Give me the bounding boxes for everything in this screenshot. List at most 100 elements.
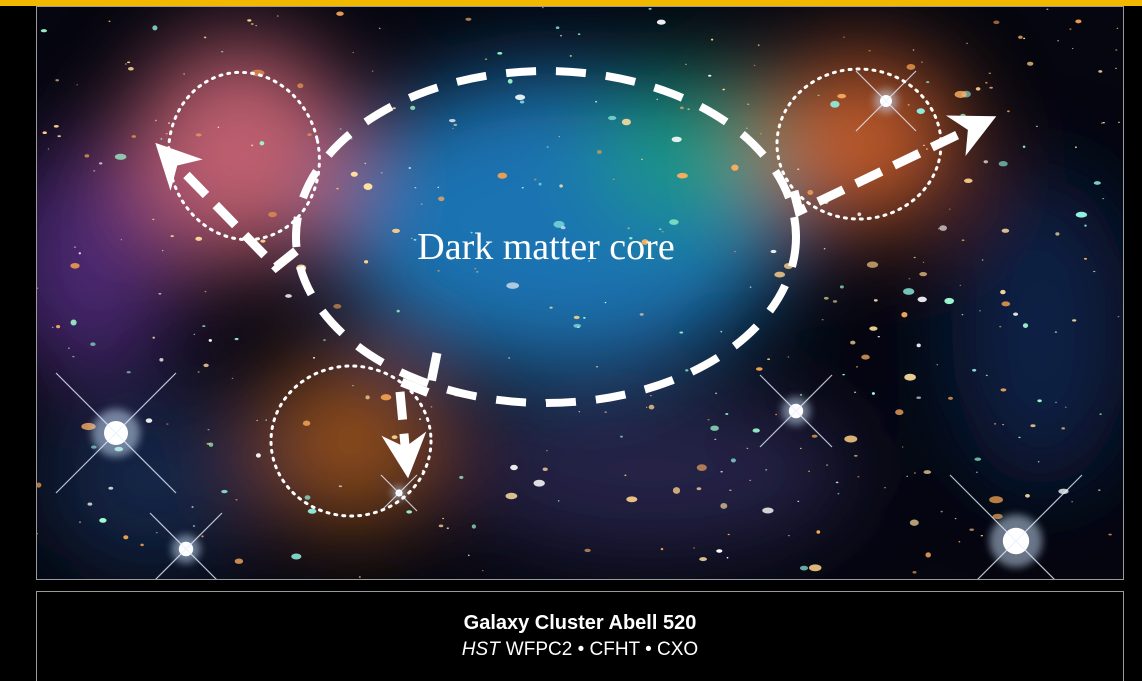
star	[155, 120, 157, 122]
star	[255, 25, 257, 26]
star	[640, 313, 644, 316]
star	[661, 548, 664, 550]
star	[1027, 62, 1033, 66]
star	[1076, 212, 1087, 218]
star	[850, 341, 855, 345]
star	[972, 369, 976, 372]
star	[710, 425, 719, 430]
star	[762, 508, 773, 514]
star	[981, 535, 983, 536]
star	[720, 471, 722, 473]
star	[546, 450, 547, 451]
star	[152, 219, 154, 220]
star	[731, 458, 736, 462]
star	[1115, 68, 1117, 69]
star	[982, 259, 984, 260]
star	[277, 15, 279, 16]
star	[159, 358, 163, 362]
image-frame: Dark matter core	[36, 6, 1124, 580]
star	[381, 172, 383, 173]
star	[800, 566, 808, 571]
star	[1036, 126, 1038, 127]
star	[913, 49, 915, 50]
star	[256, 420, 258, 421]
star	[649, 405, 655, 410]
star	[697, 487, 702, 490]
star	[715, 392, 717, 394]
star	[822, 319, 824, 320]
star	[1075, 146, 1077, 148]
star	[868, 50, 870, 51]
caption-title: Galaxy Cluster Abell 520	[37, 612, 1123, 635]
star	[906, 476, 908, 477]
star	[127, 371, 131, 373]
star	[685, 369, 688, 371]
star	[121, 239, 122, 240]
star	[596, 366, 598, 367]
star	[99, 162, 102, 164]
instrument: HST	[462, 639, 500, 660]
star	[925, 552, 931, 557]
star	[673, 487, 680, 494]
star	[837, 493, 839, 494]
annotation-label: Dark matter core	[417, 226, 674, 268]
star	[747, 448, 749, 449]
star	[861, 355, 869, 360]
star	[115, 154, 127, 160]
star	[406, 510, 412, 513]
star	[938, 228, 939, 229]
star	[1072, 319, 1076, 321]
star	[166, 133, 168, 134]
star	[584, 549, 590, 552]
star	[826, 464, 828, 465]
star	[570, 55, 572, 57]
star	[994, 423, 996, 424]
star	[771, 250, 777, 253]
star	[1018, 437, 1020, 438]
star	[510, 465, 518, 470]
star	[54, 125, 59, 128]
star	[336, 188, 339, 190]
star	[605, 302, 606, 303]
star	[657, 99, 658, 100]
star	[485, 59, 487, 60]
star	[297, 83, 303, 88]
star	[340, 128, 342, 129]
star	[195, 237, 202, 241]
star	[962, 314, 964, 315]
star	[431, 406, 433, 407]
star	[88, 503, 93, 506]
star	[410, 106, 415, 110]
star	[191, 506, 193, 507]
star	[140, 544, 143, 547]
star	[397, 310, 400, 313]
star	[816, 530, 820, 533]
star	[999, 326, 1001, 327]
star	[697, 464, 707, 471]
star	[605, 412, 607, 413]
star	[372, 71, 373, 72]
star	[77, 84, 78, 85]
star	[926, 81, 929, 83]
star	[979, 310, 981, 311]
star	[788, 356, 790, 357]
star	[924, 470, 932, 474]
star	[693, 547, 694, 548]
star	[251, 145, 253, 147]
star	[646, 407, 647, 408]
star	[648, 8, 651, 10]
star	[904, 374, 916, 381]
star	[613, 179, 615, 180]
star	[843, 37, 845, 38]
star	[949, 209, 950, 210]
star	[966, 43, 968, 44]
star	[204, 36, 207, 38]
star	[1055, 232, 1059, 235]
star	[171, 235, 174, 237]
star	[1115, 49, 1117, 51]
star	[392, 229, 400, 233]
star	[669, 219, 679, 225]
star	[534, 480, 545, 487]
star	[854, 455, 858, 457]
star	[699, 557, 707, 561]
